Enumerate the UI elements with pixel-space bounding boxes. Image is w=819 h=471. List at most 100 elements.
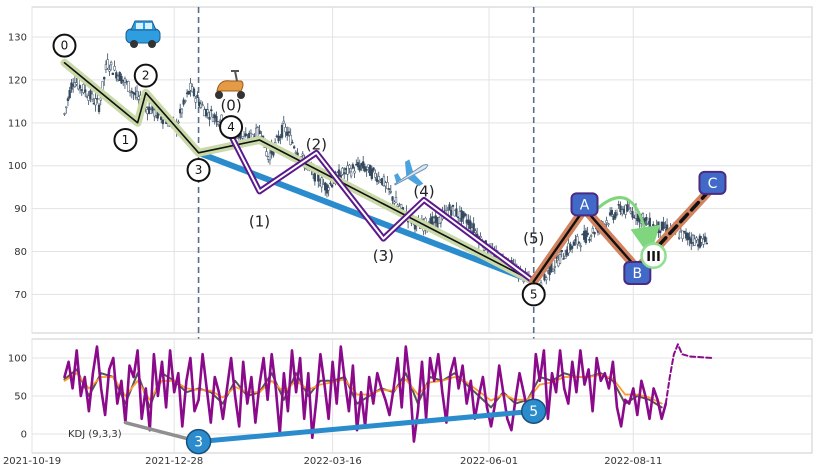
candlestick [564,249,567,259]
candlestick [705,237,708,245]
candlestick [545,275,548,285]
candlestick [265,147,268,157]
wave-circle [521,282,546,307]
price-panel: 70 80 90 100 110 120 130 0 1 2 3 4 5 (0) (1) (2) (3) (4) (… [8,6,813,453]
candlestick [645,213,648,226]
candlestick [627,201,631,211]
kdj-forecast-line [664,343,714,405]
candlestick [358,159,361,173]
candlestick [66,96,70,107]
wave-circle [186,158,211,182]
candlestick [161,119,165,129]
candlestick [693,234,696,246]
candlestick [348,163,351,174]
abc-label: C [708,176,718,192]
wave-label: (4) [413,182,434,200]
candlestick [558,250,562,265]
candlestick [579,242,582,252]
scooter-icon [215,70,245,99]
y-tick-label: 80 [14,247,27,258]
candlestick [572,240,575,246]
abc-box [570,192,599,217]
candlestick [177,119,180,125]
candlestick [562,253,565,260]
candlestick [286,126,289,141]
candlestick [84,84,87,97]
candlestick [374,169,377,181]
wave-circle-label: 0 [61,39,69,53]
candlestick [389,184,392,195]
candlestick [615,209,619,217]
candlestick [78,84,82,94]
candlestick [570,245,574,254]
candlestick [586,226,589,238]
candlestick [394,190,398,203]
y-tick-label: 90 [14,204,27,215]
divergence-circle-label: 5 [529,404,538,420]
degree-label: III [646,250,661,265]
candlestick [356,156,360,170]
candlestick [282,115,285,125]
candlestick [691,234,695,247]
candlestick [553,259,556,275]
candlestick [63,112,66,117]
candlestick [284,123,287,138]
candlestick [463,212,467,218]
candlestick [113,60,116,72]
wave-circle [52,33,77,58]
candlestick [576,233,579,249]
candlestick [353,166,356,178]
y-tick-label: 100 [8,161,27,172]
candlestick [351,162,354,170]
candlestick [593,231,596,238]
candlestick [560,249,563,258]
candlestick [280,123,284,140]
x-tick-label: 2021-12-28 [145,456,203,467]
y-tick-label: 0 [21,430,27,441]
wave-circle-label: 5 [530,287,538,301]
y-tick-label: 130 [8,33,27,44]
candlestick [109,60,113,71]
candlestick [589,233,593,242]
y-tick-label: 70 [14,290,27,301]
candlestick [68,86,71,100]
candlestick [210,105,213,118]
y-tick-label: 100 [8,354,27,365]
candlestick [182,97,185,107]
candlestick [206,103,209,119]
candlestick [387,188,391,196]
candlestick [551,268,555,273]
candlestick [277,130,280,144]
candlestick [96,93,99,104]
candlestick [111,72,114,75]
wave-circle-label: 3 [195,163,203,177]
candlestick [346,161,349,181]
candlestick [631,207,634,220]
candlestick [268,148,272,165]
candlestick [591,225,594,234]
candlestick [291,139,294,144]
x-tick-label: 2022-06-01 [460,456,518,467]
candlestick [327,184,330,197]
divergence-circle [520,398,547,424]
candlestick [362,155,365,172]
candlestick [584,227,588,245]
candlestick [370,165,373,181]
candlestick [106,53,109,70]
candlestick [90,90,94,103]
candlestick [688,231,691,247]
y-tick-label: 120 [8,75,27,86]
candlestick [610,207,613,218]
candlestick [695,236,698,244]
divergence-circle [185,428,212,455]
candlestick [614,209,617,221]
candlestick [703,232,707,243]
degree-circle [640,242,667,270]
car-icon [125,20,161,48]
y-tick-label: 50 [14,392,27,403]
candlestick [130,87,133,99]
candlestick [103,76,106,86]
candlestick [365,166,368,177]
candlestick [127,80,130,93]
wave-circle-label: 2 [142,69,150,83]
